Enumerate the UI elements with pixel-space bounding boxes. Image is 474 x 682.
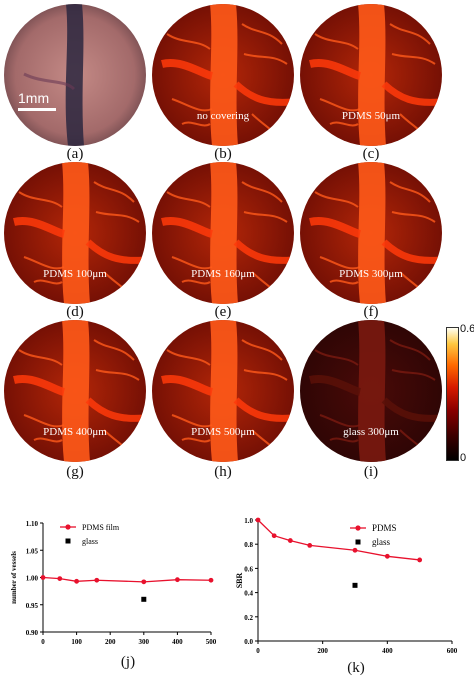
caption-d: (d): [66, 304, 84, 320]
data-point: [40, 575, 46, 580]
colorbar-max-label: 0.6: [460, 323, 474, 335]
caption-f: (f): [363, 304, 379, 320]
image-panel-c: PDMS 50μm: [300, 4, 442, 146]
x-tick-label: 500: [206, 638, 217, 645]
data-point: [352, 547, 358, 553]
legend-entry: glass: [372, 537, 390, 547]
data-point: [94, 577, 100, 583]
chart-sbr: 02004006000.00.20.40.60.81.0thickness(μm…: [235, 517, 458, 655]
caption-j: (j): [120, 654, 136, 670]
caption-i: (i): [363, 464, 379, 480]
colorbar: [446, 327, 459, 461]
y-tick-label: 0.6: [244, 565, 253, 573]
legend-entry: glass: [82, 537, 98, 546]
y-tick-label: 1.00: [26, 575, 39, 583]
y-axis-label: number of vessels: [10, 551, 18, 604]
data-point: [307, 543, 313, 548]
scale-bar-label: 1mm: [18, 90, 50, 106]
legend-entry: PDMS: [372, 523, 397, 533]
x-tick-label: 200: [105, 638, 116, 645]
y-tick-label: 1.10: [26, 520, 39, 528]
legend-marker: [65, 524, 71, 530]
panel-label-e: PDMS 160μm: [191, 268, 255, 280]
caption-e: (e): [214, 304, 232, 320]
data-point: [417, 557, 423, 563]
image-panel-i: glass 300μm: [300, 320, 442, 462]
image-panel-e: PDMS 160μm: [152, 162, 294, 304]
panel-label-g: PDMS 400μm: [43, 426, 107, 438]
data-point: [57, 576, 63, 581]
x-tick-label: 400: [382, 647, 393, 655]
data-point-glass: [352, 582, 358, 588]
x-tick-label: 300: [139, 638, 150, 645]
image-panel-a: 1mm: [4, 4, 146, 146]
data-point: [74, 578, 79, 584]
y-tick-label: 1.0: [244, 517, 253, 525]
data-point: [141, 579, 147, 585]
legend-marker: [65, 538, 71, 544]
image-panel-f: PDMS 300μm: [300, 162, 442, 304]
x-tick-label: 0: [41, 638, 45, 645]
scale-bar: [18, 108, 56, 111]
caption-a: (a): [66, 146, 84, 162]
panel-label-b: no covering: [196, 110, 250, 122]
x-tick-label: 400: [172, 638, 183, 645]
data-point: [208, 577, 214, 583]
legend-marker: [355, 525, 361, 531]
y-tick-label: 0.8: [244, 541, 253, 549]
colorbar-min-label: 0: [460, 452, 467, 464]
x-tick-label: 0: [256, 647, 260, 655]
data-point: [255, 517, 261, 523]
caption-b: (b): [214, 146, 232, 162]
chart-vessels: 01002003004005000.900.951.001.051.10thic…: [10, 520, 217, 645]
caption-k: (k): [347, 660, 365, 676]
data-point: [384, 553, 390, 559]
y-tick-label: 0.90: [26, 629, 39, 637]
legend-marker: [355, 539, 361, 545]
image-panel-g: PDMS 400μm: [4, 320, 146, 462]
y-axis-label: SBR: [235, 572, 244, 588]
series-line: [42, 576, 212, 583]
y-tick-label: 0.4: [244, 590, 253, 598]
image-panel-d: PDMS 100μm: [4, 162, 146, 304]
caption-g: (g): [66, 464, 84, 480]
data-point: [175, 577, 180, 583]
panel-label-h: PDMS 500μm: [191, 426, 255, 438]
data-point: [287, 538, 293, 543]
panel-label-i: glass 300μm: [343, 426, 399, 438]
data-point-glass: [141, 596, 147, 602]
y-tick-label: 0.95: [26, 602, 39, 610]
data-point: [271, 533, 277, 539]
caption-c: (c): [362, 146, 380, 162]
x-tick-label: 200: [317, 647, 328, 655]
panel-label-c: PDMS 50μm: [341, 110, 401, 122]
image-panel-h: PDMS 500μm: [152, 320, 294, 462]
x-tick-label: 600: [447, 647, 458, 655]
y-tick-label: 1.05: [26, 547, 39, 555]
panel-label-d: PDMS 100μm: [43, 268, 107, 280]
y-tick-label: 0.0: [244, 638, 253, 646]
caption-h: (h): [214, 464, 232, 480]
image-panel-b: no covering: [152, 4, 294, 146]
panel-label-f: PDMS 300μm: [339, 268, 403, 280]
y-tick-label: 0.2: [244, 614, 253, 622]
legend-entry: PDMS film: [82, 523, 120, 532]
x-tick-label: 100: [71, 638, 82, 645]
